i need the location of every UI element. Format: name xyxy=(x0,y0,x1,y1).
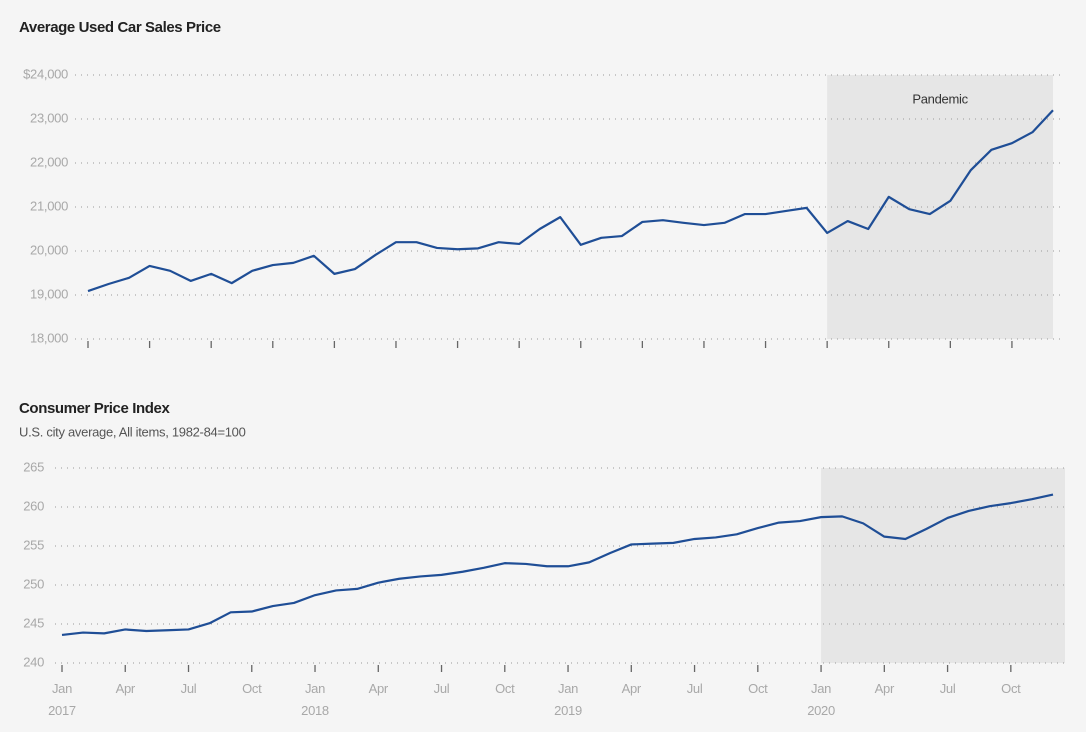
y-tick-label: 260 xyxy=(23,498,44,513)
x-tick-label: Oct xyxy=(242,681,262,696)
chart: Average Used Car Sales Price Pandemic 18,0… xyxy=(19,19,1065,348)
x-tick-label: Apr xyxy=(116,681,136,696)
x-tick-label: Oct xyxy=(495,681,515,696)
x-tick-label: Apr xyxy=(875,681,895,696)
x-tick-label: Jan 2017 xyxy=(48,681,76,718)
y-tick-label: 21,000 xyxy=(30,198,68,213)
y-tick-label: 255 xyxy=(23,537,44,552)
y-tick-label: 265 xyxy=(23,459,44,474)
series-line xyxy=(61,493,1054,637)
pandemic-shade xyxy=(821,468,1065,663)
x-tick-label: Apr xyxy=(369,681,389,696)
x-tick-label: Jul xyxy=(687,681,703,696)
x-tick-label: Oct xyxy=(748,681,768,696)
x-tick-label: Jul xyxy=(434,681,450,696)
y-tick-label: 20,000 xyxy=(30,242,68,257)
y-tick-label: 240 xyxy=(23,654,44,669)
annotation: Pandemic xyxy=(912,91,968,106)
chart-title: Average Used Car Sales Price xyxy=(19,19,221,36)
chart-title: Consumer Price Index xyxy=(19,400,170,417)
y-tick-label: 250 xyxy=(23,576,44,591)
chart-subtitle: U.S. city average, All items, 1982-84=10… xyxy=(19,424,246,439)
y-tick-label: 245 xyxy=(23,615,44,630)
y-tick-label: 18,000 xyxy=(30,330,68,345)
x-tick-label: Jan 2019 xyxy=(554,681,582,718)
x-tick-label: Jul xyxy=(181,681,197,696)
chart: Consumer Price Index U.S. city average, A… xyxy=(19,400,1065,718)
y-tick-label: 22,000 xyxy=(30,154,68,169)
x-tick-label: Jan 2020 xyxy=(807,681,835,718)
x-tick-label: Jan 2018 xyxy=(301,681,329,718)
x-tick-label: Apr xyxy=(622,681,642,696)
series-line xyxy=(87,109,1054,293)
y-tick-label: 19,000 xyxy=(30,286,68,301)
y-tick-label: $24,000 xyxy=(23,66,68,81)
y-tick-label: 23,000 xyxy=(30,110,68,125)
x-tick-label: Oct xyxy=(1001,681,1021,696)
x-tick-label: Jul xyxy=(940,681,956,696)
